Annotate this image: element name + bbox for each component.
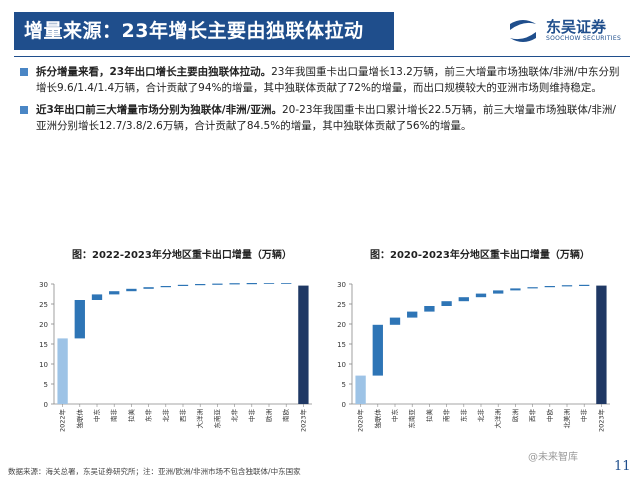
y-tick-label: 30 bbox=[337, 281, 346, 289]
waterfall-bar bbox=[579, 284, 590, 286]
company-logo: 东吴证券 SOOCHOW SECURITIES bbox=[506, 16, 630, 48]
y-tick-label: 20 bbox=[39, 321, 48, 329]
waterfall-bar bbox=[212, 283, 223, 285]
x-tick-label: 南欧 bbox=[281, 409, 290, 423]
waterfall-bar bbox=[389, 317, 401, 325]
x-tick-label: 中非 bbox=[579, 409, 588, 423]
y-tick-label: 10 bbox=[39, 361, 48, 369]
x-tick-label: 大洋洲 bbox=[493, 409, 502, 429]
y-tick-label: 15 bbox=[39, 341, 48, 349]
bullet-square-icon bbox=[20, 68, 28, 76]
x-tick-label: 2020年 bbox=[356, 409, 365, 433]
source-note: 数据来源：海关总署，东吴证券研究所；注：亚洲/欧洲/非洲市场不包含独联体/中东国… bbox=[8, 467, 301, 476]
x-tick-label: 南非 bbox=[442, 409, 451, 423]
y-tick-label: 25 bbox=[337, 301, 346, 309]
waterfall-bar bbox=[160, 286, 171, 288]
x-tick-label: 西非 bbox=[528, 409, 537, 423]
bullet-item: 近3年出口前三大增量市场分别为独联体/非洲/亚洲。20-23年我国重卡出口累计增… bbox=[18, 102, 626, 134]
waterfall-bar bbox=[527, 287, 538, 289]
waterfall-bar bbox=[281, 283, 292, 284]
x-tick-label: 北非 bbox=[230, 409, 239, 423]
x-tick-label: 东非 bbox=[144, 409, 153, 423]
waterfall-bar bbox=[596, 285, 607, 404]
header-divider bbox=[14, 56, 630, 57]
title-bar bbox=[14, 12, 394, 50]
y-tick-label: 20 bbox=[337, 321, 346, 329]
waterfall-bar bbox=[109, 291, 120, 295]
y-tick-label: 25 bbox=[39, 301, 48, 309]
x-tick-label: 独联体 bbox=[75, 409, 84, 429]
waterfall-bar bbox=[177, 284, 189, 286]
logo-name: 东吴证券 bbox=[546, 18, 607, 36]
waterfall-bar bbox=[143, 287, 154, 289]
bullet-heading: 近3年出口前三大增量市场分别为独联体/非洲/亚洲。 bbox=[36, 104, 282, 116]
x-tick-label: 2023年 bbox=[298, 409, 307, 433]
x-tick-label: 东南亚 bbox=[212, 409, 221, 429]
x-tick-label: 欧洲 bbox=[264, 409, 273, 422]
page-number: 11 bbox=[614, 459, 631, 474]
waterfall-bar bbox=[229, 283, 240, 285]
x-tick-label: 欧洲 bbox=[510, 409, 519, 422]
waterfall-bar bbox=[126, 288, 137, 292]
waterfall-bar bbox=[298, 285, 309, 404]
x-tick-label: 拉美 bbox=[424, 409, 433, 423]
waterfall-bar bbox=[57, 338, 68, 404]
waterfall-bar bbox=[355, 375, 366, 404]
chart-title-left: 图：2022-2023年分地区重卡出口增量（万辆） bbox=[72, 250, 292, 261]
watermark: @未来智库 bbox=[528, 452, 578, 463]
waterfall-bar bbox=[91, 294, 103, 300]
waterfall-bar bbox=[74, 300, 85, 339]
bullet-text: 23年我国重卡出口量增长13.2万辆，前三大增量市场独联体/非洲/中东分别增长9… bbox=[36, 66, 620, 94]
waterfall-bar bbox=[493, 290, 504, 294]
waterfall-bar bbox=[246, 283, 257, 285]
bullet-item: 拆分增量来看，23年出口增长主要由独联体拉动。23年我国重卡出口量增长13.2万… bbox=[18, 64, 626, 96]
waterfall-bar bbox=[407, 311, 418, 318]
waterfall-bar bbox=[195, 284, 206, 286]
logo-subtitle: SOOCHOW SECURITIES bbox=[546, 35, 622, 42]
bullet-heading: 拆分增量来看，23年出口增长主要由独联体拉动。 bbox=[36, 66, 272, 78]
chart-title-right: 图：2020-2023年分地区重卡出口增量（万辆） bbox=[370, 250, 590, 261]
x-tick-label: 北美洲 bbox=[562, 409, 571, 429]
y-tick-label: 10 bbox=[337, 361, 346, 369]
waterfall-bar bbox=[263, 283, 275, 284]
waterfall-bar bbox=[441, 301, 452, 306]
x-tick-label: 大洋洲 bbox=[195, 409, 204, 429]
y-tick-label: 0 bbox=[44, 401, 48, 409]
x-tick-label: 中东 bbox=[390, 409, 399, 423]
y-tick-label: 5 bbox=[342, 381, 346, 389]
bullet-text: 20-23年我国重卡出口累计增长22.5万辆，前三大增量市场独联体/非洲/亚洲分… bbox=[36, 104, 616, 132]
waterfall-bar bbox=[510, 288, 521, 291]
x-tick-label: 东南亚 bbox=[407, 409, 416, 429]
x-tick-label: 中非 bbox=[247, 409, 256, 423]
waterfall-bar bbox=[424, 306, 435, 312]
page-title: 增量来源：23年增长主要由独联体拉动 bbox=[24, 20, 364, 42]
x-tick-label: 中欧 bbox=[545, 409, 554, 423]
x-tick-label: 西非 bbox=[178, 409, 187, 423]
waterfall-bar bbox=[372, 324, 383, 376]
y-tick-label: 15 bbox=[337, 341, 346, 349]
x-tick-label: 独联体 bbox=[373, 409, 382, 429]
y-tick-label: 0 bbox=[342, 401, 346, 409]
waterfall-bar bbox=[561, 285, 573, 287]
x-tick-label: 2022年 bbox=[58, 409, 67, 433]
y-tick-label: 5 bbox=[44, 381, 48, 389]
waterfall-bar bbox=[458, 297, 469, 302]
x-tick-label: 南非 bbox=[109, 409, 118, 423]
waterfall-bar bbox=[475, 293, 487, 298]
x-tick-label: 2023年 bbox=[596, 409, 605, 433]
x-tick-label: 北非 bbox=[476, 409, 485, 423]
waterfall-bar bbox=[544, 286, 555, 288]
slide-header: 增量来源：23年增长主要由独联体拉动 东吴证券 SOOCHOW SECURITI… bbox=[0, 0, 640, 60]
x-tick-label: 拉美 bbox=[126, 409, 135, 423]
bullet-square-icon bbox=[20, 106, 28, 114]
summary-bullets: 拆分增量来看，23年出口增长主要由独联体拉动。23年我国重卡出口量增长13.2万… bbox=[18, 64, 626, 140]
waterfall-chart-2020-2023: 0 5 10 15 20 25 30 2020年 独联体 中东 东南亚 拉美 南非 东非 北非 大洋洲 欧洲 西非… bbox=[337, 281, 610, 433]
x-tick-label: 东非 bbox=[459, 409, 468, 423]
y-tick-label: 30 bbox=[39, 281, 48, 289]
x-tick-label: 北非 bbox=[161, 409, 170, 423]
x-tick-label: 中东 bbox=[92, 409, 101, 423]
logo-mark-icon bbox=[510, 20, 536, 42]
